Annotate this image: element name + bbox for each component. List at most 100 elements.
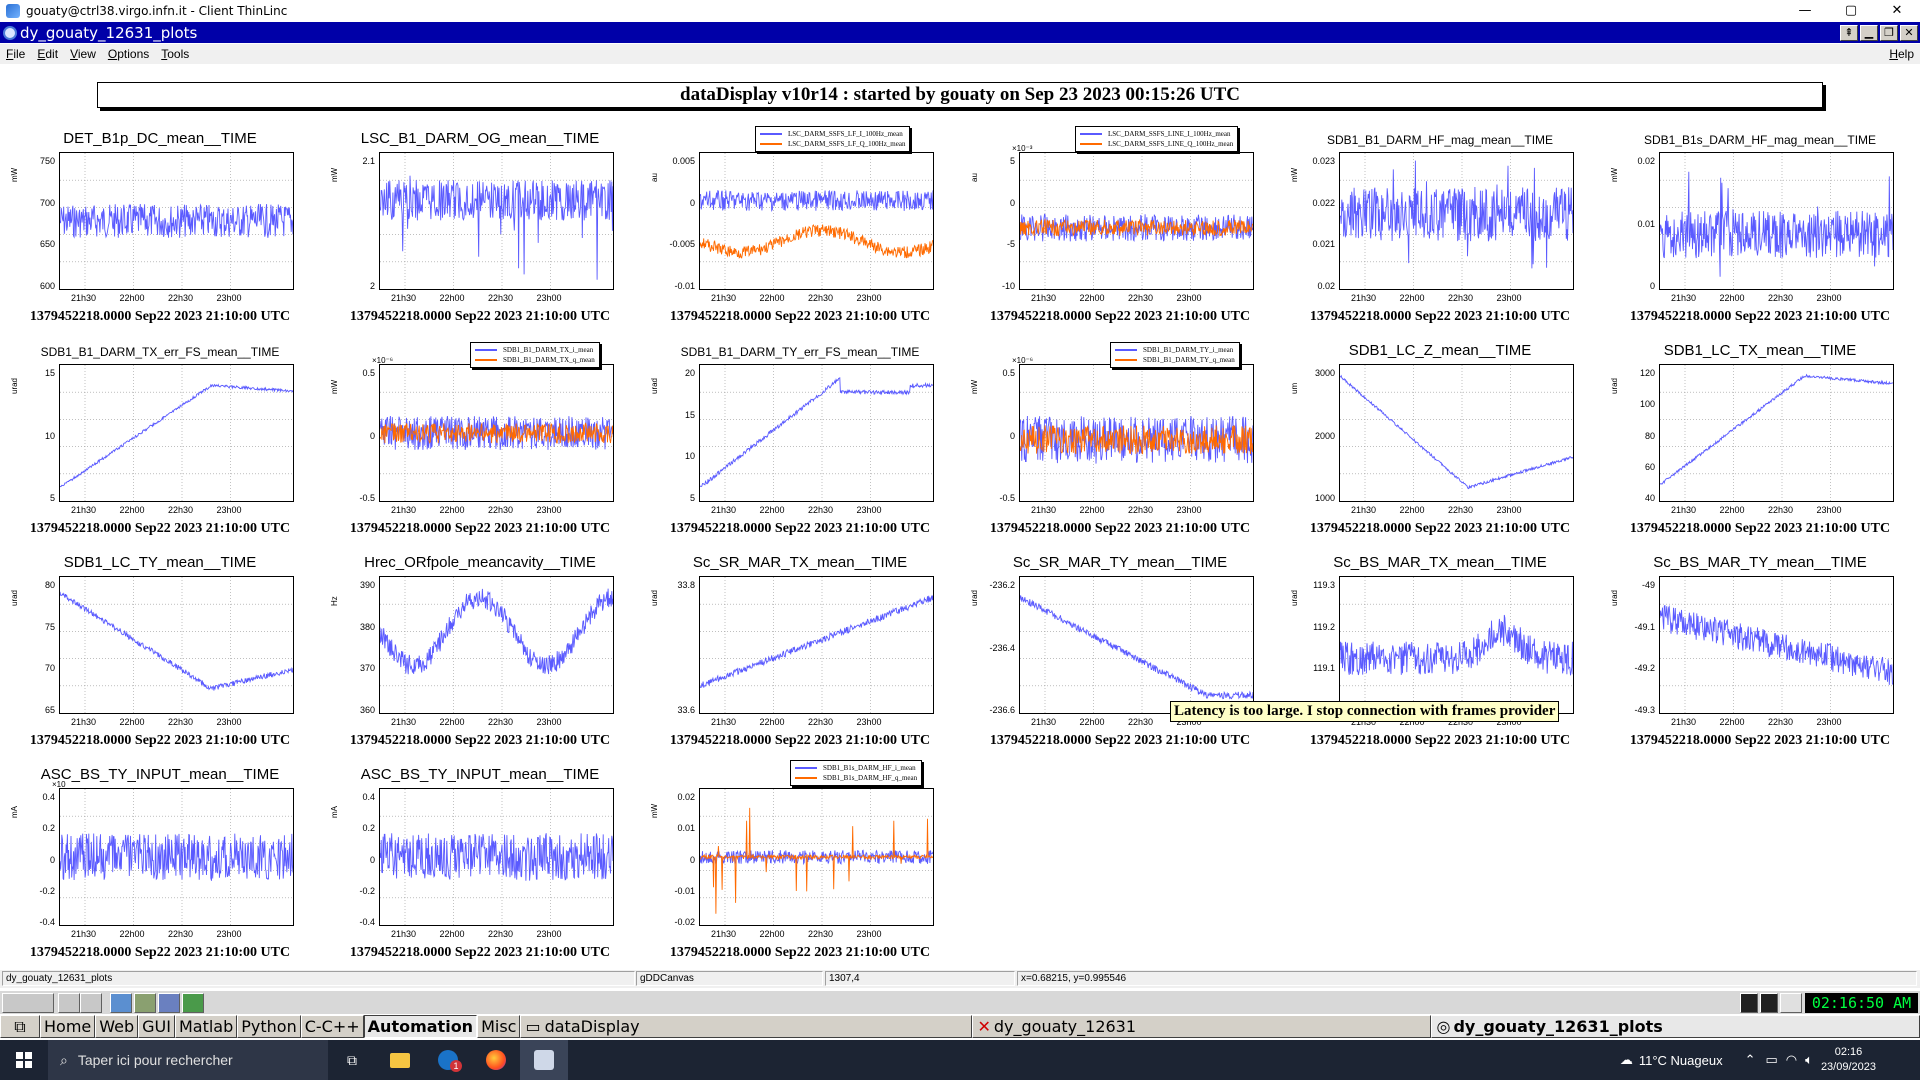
volume-icon[interactable]: 🔈︎ bbox=[1805, 1052, 1813, 1067]
inner-close-button[interactable]: ✕ bbox=[1900, 24, 1918, 41]
plot-frame[interactable] bbox=[379, 576, 614, 714]
plot-frame[interactable] bbox=[1019, 576, 1254, 714]
menu-file[interactable]: File bbox=[6, 47, 26, 61]
plot-panel[interactable]: mW ×10⁻⁶ 0.5 0 -0.5 21h30 22h00 22h30 23h00 SDB1_… bbox=[960, 334, 1280, 545]
mail-icon[interactable] bbox=[1780, 993, 1802, 1013]
plot-panel[interactable]: LSC_B1_DARM_OG_mean__TIME mW 2.1 2 21h30 22h0… bbox=[320, 122, 640, 333]
tray-icon-1[interactable] bbox=[1740, 993, 1758, 1013]
mail-app-icon[interactable]: 1 bbox=[424, 1040, 472, 1080]
menu-view[interactable]: View bbox=[70, 47, 96, 61]
tab-gui[interactable]: GUI bbox=[138, 1015, 175, 1038]
minimize-button[interactable]: — bbox=[1798, 3, 1812, 18]
tab-misc[interactable]: Misc bbox=[477, 1015, 521, 1038]
plot-panel[interactable]: mW 0.02 0.01 0 -0.01 -0.02 21h30 22h00 22h30 23h0… bbox=[640, 758, 960, 969]
plot-panel[interactable]: Sc_BS_MAR_TY_mean__TIME urad -49 -49.1 -49.2… bbox=[1600, 546, 1920, 757]
plot-frame[interactable] bbox=[699, 576, 934, 714]
firefox-icon[interactable] bbox=[472, 1040, 520, 1080]
plot-canvas[interactable]: dataDisplay v10r14 : started by gouaty o… bbox=[0, 64, 1920, 968]
plot-panel[interactable]: DET_B1p_DC_mean__TIME mW 750 700 650 600 21h30… bbox=[0, 122, 320, 333]
legend-swatch bbox=[795, 767, 817, 769]
plot-frame[interactable] bbox=[1339, 152, 1574, 290]
launcher-1[interactable] bbox=[58, 993, 80, 1013]
task-datadisplay[interactable]: ▭ dataDisplay bbox=[520, 1015, 973, 1038]
logo-button[interactable] bbox=[2, 993, 54, 1013]
launcher-4[interactable] bbox=[134, 993, 156, 1013]
launcher-6[interactable] bbox=[182, 993, 204, 1013]
plot-frame[interactable] bbox=[59, 788, 294, 926]
plot-panel[interactable]: SDB1_B1_DARM_TY_err_FS_mean__TIME urad 20 1… bbox=[640, 334, 960, 545]
plot-frame[interactable] bbox=[1339, 364, 1574, 502]
outer-window-titlebar[interactable]: gouaty@ctrl38.virgo.infn.it - Client Thi… bbox=[0, 0, 1920, 21]
tab-python[interactable]: Python bbox=[237, 1015, 301, 1038]
tab-automation[interactable]: Automation bbox=[363, 1015, 478, 1038]
plot-panel[interactable]: au 0.005 0 -0.005 -0.01 21h30 22h00 22h30 23h00 L… bbox=[640, 122, 960, 333]
plot-frame[interactable] bbox=[1339, 576, 1574, 714]
inner-window-titlebar[interactable]: dy_gouaty_12631_plots ⇞ ▁ ❐ ✕ bbox=[0, 22, 1920, 43]
task-dy-gouaty-plots[interactable]: ◎ dy_gouaty_12631_plots bbox=[1431, 1015, 1920, 1038]
plot-panel[interactable]: SDB1_B1_DARM_TX_err_FS_mean__TIME urad 15 1… bbox=[0, 334, 320, 545]
file-explorer-icon[interactable] bbox=[376, 1040, 424, 1080]
task-dy-gouaty[interactable]: ✕ dy_gouaty_12631 bbox=[972, 1015, 1432, 1038]
plot-frame[interactable] bbox=[59, 152, 294, 290]
menu-edit[interactable]: Edit bbox=[37, 47, 59, 61]
plot-frame[interactable] bbox=[1659, 576, 1894, 714]
task-view-icon[interactable]: ⧉ bbox=[347, 1051, 357, 1068]
y-tick-label: 3000 bbox=[1314, 368, 1335, 378]
plot-panel[interactable]: ASC_BS_TY_INPUT_mean__TIME mA ×10 0.4 0.2 0 -0… bbox=[0, 758, 320, 969]
plot-frame[interactable] bbox=[59, 364, 294, 502]
start-button[interactable] bbox=[0, 1040, 48, 1080]
tab-c-cpp[interactable]: C-C++ bbox=[300, 1015, 364, 1038]
plot-frame[interactable] bbox=[1659, 152, 1894, 290]
plot-panel[interactable]: Hrec_ORfpole_meancavity__TIME Hz 390 380 370… bbox=[320, 546, 640, 757]
plot-panel[interactable]: SDB1_B1s_DARM_HF_mag_mean__TIME mW 0.02 0.0… bbox=[1600, 122, 1920, 333]
inner-maximize-button[interactable]: ❐ bbox=[1880, 24, 1898, 41]
plot-title: SDB1_LC_TX_mean__TIME bbox=[1663, 342, 1857, 359]
plot-frame[interactable] bbox=[379, 788, 614, 926]
tab-home[interactable]: Home bbox=[40, 1015, 96, 1038]
tab-web[interactable]: Web bbox=[95, 1015, 139, 1038]
plot-frame[interactable] bbox=[699, 364, 934, 502]
plot-frame[interactable] bbox=[379, 364, 614, 502]
plot-panel[interactable]: SDB1_LC_TY_mean__TIME urad 80 75 70 65 21h30 22… bbox=[0, 546, 320, 757]
menu-help[interactable]: Help bbox=[1889, 47, 1914, 61]
weather-text[interactable]: 11°C Nuageux bbox=[1638, 1052, 1723, 1068]
launcher-3[interactable] bbox=[110, 993, 132, 1013]
plot-panel[interactable]: mW ×10⁻⁶ 0.5 0 -0.5 21h30 22h00 22h30 23h00 SDB1_… bbox=[320, 334, 640, 545]
launcher-2[interactable] bbox=[80, 993, 102, 1013]
notification-icon[interactable] bbox=[1890, 1040, 1920, 1080]
datetime[interactable]: 02:16 23/09/2023 bbox=[1821, 1045, 1876, 1075]
taskbar-menu-button[interactable]: ⧉ bbox=[0, 1015, 40, 1038]
data-series bbox=[1020, 595, 1253, 700]
plot-frame[interactable] bbox=[1659, 364, 1894, 502]
pin-button[interactable]: ⇞ bbox=[1840, 24, 1858, 41]
plot-panel[interactable]: au ×10⁻³ 5 0 -5 -10 21h30 22h00 22h30 23h00 LSC_DA… bbox=[960, 122, 1280, 333]
plot-panel[interactable]: SDB1_B1_DARM_HF_mag_mean__TIME mW 0.023 0.0… bbox=[1280, 122, 1600, 333]
plot-panel[interactable]: Sc_SR_MAR_TY_mean__TIME urad -236.2 -236.4 -… bbox=[960, 546, 1280, 757]
plot-frame[interactable] bbox=[1019, 364, 1254, 502]
plot-panel[interactable]: ASC_BS_TY_INPUT_mean__TIME mA 0.4 0.2 0 -0.2 -… bbox=[320, 758, 640, 969]
wifi-icon[interactable]: ◠ bbox=[1785, 1052, 1798, 1067]
menu-options[interactable]: Options bbox=[107, 47, 150, 61]
network-icon[interactable]: ▭ bbox=[1765, 1052, 1778, 1067]
search-box[interactable]: ⌕ Taper ici pour rechercher bbox=[48, 1040, 328, 1080]
latency-warning: Latency is too large. I stop connection … bbox=[1170, 701, 1560, 722]
chevron-up-icon[interactable]: ⌃ bbox=[1744, 1052, 1756, 1067]
plot-panel[interactable]: SDB1_LC_TX_mean__TIME urad 120 100 80 60 40 21h… bbox=[1600, 334, 1920, 545]
thinlinc-task-icon[interactable] bbox=[520, 1040, 568, 1080]
plot-frame[interactable] bbox=[1019, 152, 1254, 290]
plot-frame[interactable] bbox=[59, 576, 294, 714]
plot-frame[interactable] bbox=[699, 788, 934, 926]
plot-panel[interactable]: SDB1_LC_Z_mean__TIME um 3000 2000 1000 21h30 2… bbox=[1280, 334, 1600, 545]
maximize-button[interactable]: ▢ bbox=[1844, 3, 1858, 18]
tray-icon-2[interactable] bbox=[1760, 993, 1778, 1013]
close-button[interactable]: ✕ bbox=[1891, 3, 1903, 18]
plot-panel[interactable]: Sc_BS_MAR_TX_mean__TIME urad 119.3 119.2 119… bbox=[1280, 546, 1600, 757]
launcher-5[interactable] bbox=[158, 993, 180, 1013]
x-tick-label: 22h30 bbox=[1768, 717, 1794, 727]
plot-panel[interactable]: Sc_SR_MAR_TX_mean__TIME urad 33.8 33.6 21h30… bbox=[640, 546, 960, 757]
inner-minimize-button[interactable]: ▁ bbox=[1860, 24, 1878, 41]
tab-matlab[interactable]: Matlab bbox=[174, 1015, 238, 1038]
plot-frame[interactable] bbox=[379, 152, 614, 290]
plot-frame[interactable] bbox=[699, 152, 934, 290]
menu-tools[interactable]: Tools bbox=[161, 47, 190, 61]
